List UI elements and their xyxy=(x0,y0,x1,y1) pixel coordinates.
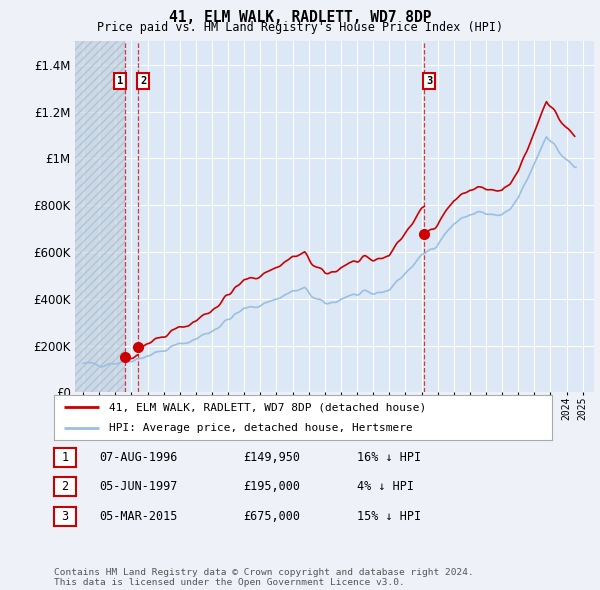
Text: 16% ↓ HPI: 16% ↓ HPI xyxy=(357,451,421,464)
Text: 3: 3 xyxy=(426,76,432,86)
Text: 4% ↓ HPI: 4% ↓ HPI xyxy=(357,480,414,493)
Text: 41, ELM WALK, RADLETT, WD7 8DP: 41, ELM WALK, RADLETT, WD7 8DP xyxy=(169,10,431,25)
Text: 15% ↓ HPI: 15% ↓ HPI xyxy=(357,510,421,523)
Text: £195,000: £195,000 xyxy=(243,480,300,493)
Text: 1: 1 xyxy=(116,76,123,86)
Text: Contains HM Land Registry data © Crown copyright and database right 2024.
This d: Contains HM Land Registry data © Crown c… xyxy=(54,568,474,587)
Text: 41, ELM WALK, RADLETT, WD7 8DP (detached house): 41, ELM WALK, RADLETT, WD7 8DP (detached… xyxy=(109,402,426,412)
Bar xyxy=(75,41,125,392)
Text: 2: 2 xyxy=(140,76,146,86)
Text: 07-AUG-1996: 07-AUG-1996 xyxy=(99,451,178,464)
Text: £675,000: £675,000 xyxy=(243,510,300,523)
Text: HPI: Average price, detached house, Hertsmere: HPI: Average price, detached house, Hert… xyxy=(109,422,413,432)
Text: 05-MAR-2015: 05-MAR-2015 xyxy=(99,510,178,523)
Text: 1: 1 xyxy=(61,451,68,464)
Text: £149,950: £149,950 xyxy=(243,451,300,464)
Text: 05-JUN-1997: 05-JUN-1997 xyxy=(99,480,178,493)
Text: 3: 3 xyxy=(61,510,68,523)
Text: 2: 2 xyxy=(61,480,68,493)
Text: Price paid vs. HM Land Registry's House Price Index (HPI): Price paid vs. HM Land Registry's House … xyxy=(97,21,503,34)
